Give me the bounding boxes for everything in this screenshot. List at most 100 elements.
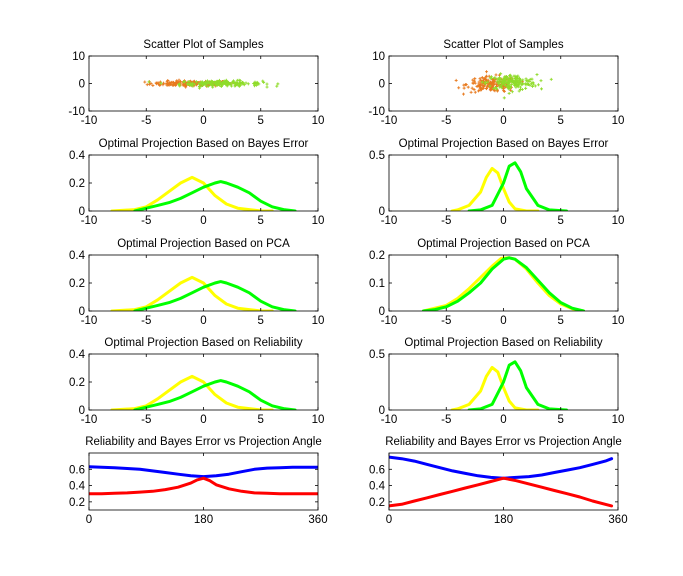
scatter-point xyxy=(520,83,524,87)
scatter-point xyxy=(512,81,516,85)
plot-area xyxy=(389,455,614,508)
scatter-point xyxy=(193,82,197,86)
scatter-point xyxy=(191,81,195,85)
scatter-point xyxy=(224,79,228,83)
scatter-point xyxy=(539,79,543,83)
x-tick-label: -5 xyxy=(441,215,451,227)
subplot-2: Scatter Plot of Samples -10 -5 0 5 10 -10 0 10 xyxy=(368,39,624,127)
y-tick-label: 0 xyxy=(79,405,85,417)
series-line-1 xyxy=(389,455,614,480)
scatter-point xyxy=(198,81,202,85)
x-tick-label: -5 xyxy=(141,215,151,227)
scatter-point xyxy=(486,80,490,84)
y-tick-label: 0.2 xyxy=(69,178,85,190)
x-tick-label: 0 xyxy=(500,414,506,426)
subplot-title: Optimal Projection Based on PCA xyxy=(117,238,290,250)
scatter-point xyxy=(234,81,238,85)
y-tick-label: 0.2 xyxy=(69,497,85,509)
subplot-6: Optimal Projection Based on PCA -10 -5 0 5 10… xyxy=(369,238,624,327)
scatter-point xyxy=(466,85,470,89)
x-tick-label: 5 xyxy=(558,215,564,227)
scatter-point xyxy=(510,77,514,81)
scatter-point xyxy=(252,81,256,85)
series-line-2 xyxy=(133,379,297,410)
x-tick-label: 10 xyxy=(612,115,625,127)
scatter-point xyxy=(183,80,187,84)
y-tick-label: 0.1 xyxy=(369,278,385,290)
subplot-10: Reliability and Bayes Error vs Projectio… xyxy=(369,436,628,526)
x-tick-label: 0 xyxy=(500,315,506,327)
plot-area xyxy=(89,465,318,496)
x-tick-label: 360 xyxy=(608,514,627,526)
subplot-title: Reliability and Bayes Error vs Projectio… xyxy=(385,436,622,448)
scatter-point xyxy=(158,83,162,87)
scatter-point xyxy=(212,81,216,85)
y-tick-label: 0.4 xyxy=(69,250,86,262)
scatter-point xyxy=(483,82,487,86)
scatter-point xyxy=(484,74,488,78)
subplot-9: Reliability and Bayes Error vs Projectio… xyxy=(69,436,328,526)
series-line-2 xyxy=(133,280,297,311)
scatter-point xyxy=(164,82,168,86)
y-tick-label: 0.2 xyxy=(369,250,385,262)
axes-box xyxy=(388,452,619,511)
x-tick-label: -5 xyxy=(141,414,151,426)
scatter-point xyxy=(207,80,211,84)
scatter-point xyxy=(514,77,518,81)
x-tick-label: 0 xyxy=(200,115,206,127)
x-tick-label: -5 xyxy=(441,115,451,127)
scatter-point xyxy=(478,84,482,88)
series-line-1 xyxy=(89,465,318,479)
scatter-point xyxy=(186,82,190,86)
scatter-point xyxy=(478,77,482,81)
subplot-title: Optimal Projection Based on Reliability xyxy=(104,337,302,349)
scatter-point xyxy=(499,72,503,76)
scatter-point xyxy=(481,86,485,90)
plot-area xyxy=(143,78,280,90)
scatter-point xyxy=(470,86,474,90)
series-line-2 xyxy=(389,476,614,508)
scatter-point xyxy=(211,85,215,89)
scatter-point xyxy=(178,79,182,83)
scatter-point xyxy=(265,85,269,89)
y-tick-label: 0 xyxy=(379,206,385,218)
scatter-point xyxy=(487,74,491,78)
scatter-point xyxy=(492,87,496,91)
scatter-point xyxy=(206,84,210,88)
x-tick-label: 5 xyxy=(258,115,264,127)
x-tick-label: 0 xyxy=(200,414,206,426)
y-tick-label: -10 xyxy=(68,106,85,118)
subplot-8: Optimal Projection Based on Reliability -… xyxy=(369,337,624,426)
scatter-point xyxy=(240,80,244,84)
subplot-title: Optimal Projection Based on Bayes Error xyxy=(99,138,309,150)
x-tick-label: 0 xyxy=(200,215,206,227)
y-tick-label: 0.4 xyxy=(69,150,86,162)
scatter-point xyxy=(529,82,533,86)
subplot-5: Optimal Projection Based on PCA -10 -5 0 5 10… xyxy=(69,238,324,327)
x-tick-label: 10 xyxy=(312,414,325,426)
scatter-point xyxy=(549,77,553,81)
scatter-point xyxy=(484,87,488,91)
scatter-point xyxy=(241,82,245,86)
series-line-1 xyxy=(110,275,274,311)
scatter-point xyxy=(510,90,514,94)
axes-box xyxy=(388,254,619,312)
scatter-point xyxy=(519,78,523,82)
x-tick-label: 5 xyxy=(258,414,264,426)
scatter-point xyxy=(473,77,477,81)
subplot-title: Optimal Projection Based on PCA xyxy=(417,238,590,250)
subplot-title: Scatter Plot of Samples xyxy=(443,39,563,51)
scatter-point xyxy=(502,77,506,81)
series-line-2 xyxy=(421,256,586,311)
scatter-point xyxy=(540,87,544,91)
scatter-point xyxy=(244,81,248,85)
scatter-point xyxy=(223,81,227,85)
scatter-point xyxy=(205,79,209,83)
scatter-point xyxy=(454,78,458,82)
scatter-point xyxy=(219,85,223,89)
y-tick-label: 0.2 xyxy=(69,377,85,389)
scatter-point xyxy=(171,81,175,85)
subplot-title: Scatter Plot of Samples xyxy=(143,39,263,51)
x-tick-label: -10 xyxy=(381,115,398,127)
scatter-point xyxy=(514,85,518,89)
